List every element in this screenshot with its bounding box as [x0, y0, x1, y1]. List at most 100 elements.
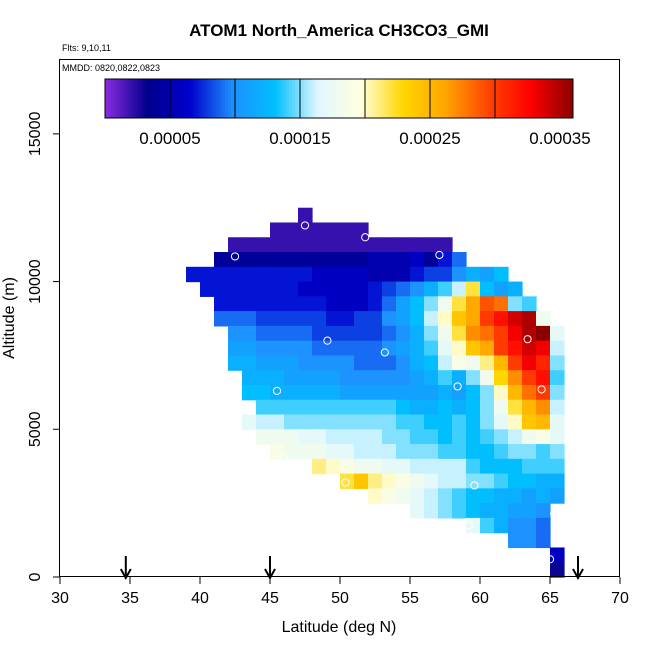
heatmap-cell	[396, 414, 411, 430]
heatmap-cell	[438, 370, 453, 386]
colorbar-segment	[388, 79, 393, 118]
heatmap-cell	[494, 296, 509, 312]
colorbar-segment	[216, 79, 220, 118]
heatmap-cell	[270, 296, 285, 312]
heatmap-cell	[494, 488, 509, 504]
heatmap-cell	[508, 414, 523, 430]
heatmap-cell	[522, 503, 537, 519]
heatmap-cell	[312, 355, 327, 371]
heatmap-cell	[494, 458, 509, 475]
colorbar-segment	[570, 79, 574, 118]
colorbar-segment	[368, 79, 372, 118]
colorbar-segment	[453, 79, 457, 118]
heatmap-cell	[382, 384, 397, 401]
heatmap-cell	[410, 503, 425, 519]
colorbar-segment	[429, 79, 434, 118]
heatmap-cell	[270, 281, 285, 297]
flight-marker	[361, 233, 370, 242]
heatmap-cell	[298, 237, 313, 253]
heatmap-cell	[312, 325, 327, 342]
heatmap-cell	[214, 281, 229, 297]
down-arrow-icon	[264, 556, 276, 581]
heatmap-cell	[284, 429, 299, 445]
heatmap-cell	[354, 252, 369, 268]
heatmap-cell	[438, 488, 453, 504]
colorbar-segment	[283, 79, 287, 118]
colorbar-segment	[143, 79, 147, 118]
colorbar-segment	[154, 79, 159, 118]
heatmap-cell	[312, 429, 327, 445]
heatmap-cell	[340, 458, 355, 475]
heatmap-cell	[326, 444, 341, 460]
heatmap-cell	[326, 266, 341, 283]
heatmap-cell	[480, 296, 495, 312]
colorbar-segment	[523, 79, 527, 118]
heatmap-cell	[256, 281, 271, 297]
heatmap-cell	[382, 266, 397, 283]
heatmap-cell	[508, 458, 523, 475]
colorbar-segment	[236, 79, 241, 118]
heatmap-cell	[396, 473, 411, 489]
colorbar-segment	[508, 79, 513, 118]
heatmap-cell	[424, 414, 439, 430]
colorbar-segment	[230, 79, 235, 118]
heatmap-cell	[494, 281, 509, 297]
colorbar-segment	[271, 79, 276, 118]
heatmap-cell	[396, 311, 411, 327]
heatmap-cell	[396, 458, 411, 475]
colorbar-segment	[274, 79, 279, 118]
heatmap-cell	[284, 252, 299, 268]
chart-title: ATOM1 North_America CH3CO3_GMI	[189, 21, 489, 40]
heatmap-cell	[480, 311, 495, 327]
colorbar-segment	[485, 79, 489, 118]
heatmap-cell	[312, 311, 327, 327]
colorbar-segment	[546, 79, 551, 118]
colorbar-segment	[371, 79, 375, 118]
flight-marker	[470, 481, 479, 490]
heatmap-cell	[466, 266, 481, 283]
flight-marker	[181, 289, 191, 298]
heatmap-cell	[256, 384, 271, 401]
heatmap-cell	[452, 414, 467, 430]
colorbar-tick-label: 0.00005	[139, 129, 200, 148]
heatmap-cell	[382, 311, 397, 327]
heatmap-cell	[396, 384, 411, 401]
heatmap-cell	[536, 429, 551, 445]
colorbar-segment	[435, 79, 439, 118]
colorbar-segment	[295, 79, 299, 118]
heatmap-cell	[522, 355, 537, 371]
colorbar-segment	[537, 79, 542, 118]
colorbar-segment	[277, 79, 281, 118]
heatmap-cell	[382, 237, 397, 253]
colorbar-segment	[415, 79, 419, 118]
flight-marker	[230, 252, 240, 261]
colorbar-segment	[260, 79, 264, 118]
heatmap-cell	[466, 473, 481, 489]
heatmap-cell	[340, 370, 355, 386]
colorbar-segment	[432, 79, 437, 118]
colorbar-segment	[137, 79, 141, 118]
heatmap-cell	[242, 325, 257, 342]
heatmap-cell	[368, 414, 383, 430]
heatmap-cell	[466, 399, 481, 416]
heatmap-cell	[354, 311, 369, 327]
heatmap-cell	[494, 473, 509, 489]
heatmap-cell	[312, 252, 327, 268]
colorbar-segment	[178, 79, 182, 118]
heatmap-cell	[424, 266, 439, 283]
colorbar-segment	[204, 79, 208, 118]
heatmap-cell	[508, 399, 523, 416]
colorbar-segment	[374, 79, 378, 118]
colorbar-segment	[488, 79, 492, 118]
y-axis: 0 5000 10000 15000	[27, 112, 60, 581]
heatmap-cell	[508, 355, 523, 371]
heatmap-cell	[438, 444, 453, 460]
heatmap-cell	[452, 355, 467, 371]
heatmap-cell	[466, 414, 481, 430]
x-tick-label: 45	[261, 590, 279, 607]
heatmap-cell	[298, 384, 313, 401]
y-tick-label: 15000	[27, 112, 44, 157]
colorbar-segment	[464, 79, 469, 118]
heatmap-cell	[536, 517, 551, 534]
heatmap-cell	[466, 325, 481, 342]
